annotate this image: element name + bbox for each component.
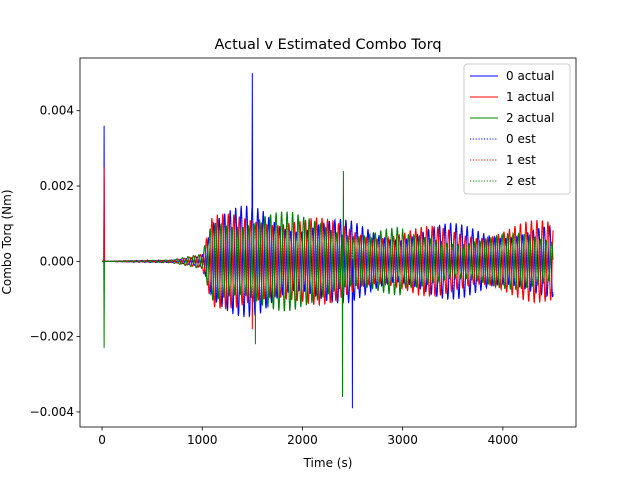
- y-axis: −0.004 −0.002 0.000 0.002 0.004: [30, 104, 80, 419]
- x-tick-label: 3000: [387, 433, 418, 447]
- series-line-2-actual: [102, 170, 554, 397]
- y-axis-label: Combo Torq (Nm): [0, 190, 14, 295]
- y-tick-label: −0.002: [30, 330, 74, 344]
- chart-title: Actual v Estimated Combo Torq: [214, 37, 441, 53]
- y-tick-label: 0.004: [40, 104, 74, 118]
- legend-label: 2 est: [506, 174, 536, 188]
- legend-label: 1 est: [506, 153, 536, 167]
- y-tick-label: −0.004: [30, 405, 74, 419]
- plot-frame: [79, 57, 577, 428]
- y-tick-label: 0.000: [40, 254, 74, 268]
- x-tick-label: 2000: [287, 433, 318, 447]
- legend-label: 1 actual: [506, 90, 554, 104]
- x-axis: 0 1000 2000 3000 4000: [98, 427, 518, 447]
- x-tick-label: 4000: [488, 433, 519, 447]
- series-line-1-actual: [102, 167, 554, 330]
- series-layer: [102, 73, 554, 409]
- legend-label: 2 actual: [506, 111, 554, 125]
- x-axis-label: Time (s): [303, 456, 353, 470]
- legend-label: 0 actual: [506, 69, 554, 83]
- x-tick-label: 0: [98, 433, 106, 447]
- y-tick-label: 0.002: [40, 179, 74, 193]
- legend-label: 0 est: [506, 132, 536, 146]
- legend: 0 actual 1 actual 2 actual 0 est 1 est 2 est: [463, 63, 571, 195]
- x-tick-label: 1000: [187, 433, 218, 447]
